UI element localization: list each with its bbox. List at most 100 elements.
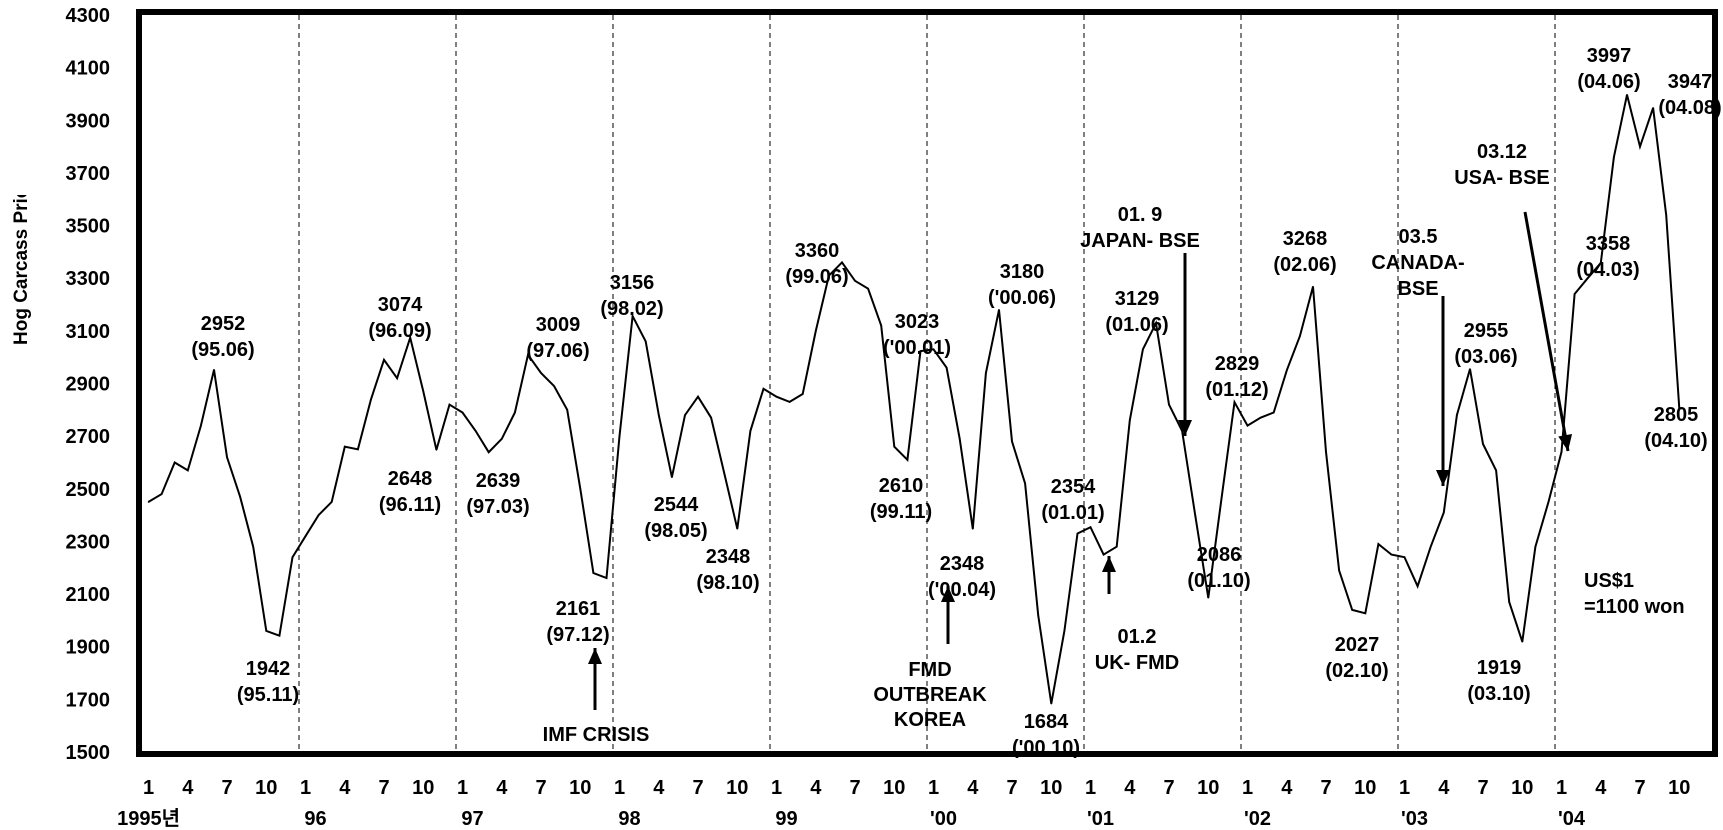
y-ticks: 4300 4100 3900 3700 3500 3300 3100 2900 2700 2500…	[66, 5, 111, 764]
data-point	[448, 403, 451, 406]
annotation-line: 3360	[795, 240, 840, 262]
data-point	[971, 527, 974, 530]
y-tick-label: 4100	[66, 58, 111, 80]
annotation-line: 2648	[388, 468, 433, 490]
event-arrows	[588, 211, 1573, 710]
y-tick-label: 4300	[66, 5, 111, 27]
annotation: 2648 (96.11)	[379, 468, 441, 516]
y-tick-label: 3900	[66, 110, 111, 132]
x-tick-label: 10	[1511, 777, 1533, 799]
data-point	[1364, 612, 1367, 615]
data-point	[1390, 553, 1393, 556]
data-point	[1089, 526, 1092, 529]
annotation-line: 2348	[940, 553, 985, 575]
annotation: 3947 (04.08)	[1658, 71, 1721, 119]
data-point	[527, 354, 529, 356]
data-point	[1482, 443, 1484, 445]
x-tick-label: 1	[928, 777, 939, 799]
annotation-line: (99.11)	[870, 501, 932, 523]
annotation-line: 3268	[1283, 228, 1328, 250]
data-point	[1259, 416, 1262, 419]
data-point	[370, 398, 372, 401]
annotation-line: 2805	[1654, 404, 1699, 426]
year-label: '01	[1087, 808, 1114, 830]
data-point	[553, 385, 555, 387]
data-point	[1521, 640, 1524, 643]
x-tick-label: 10	[883, 777, 905, 799]
data-point	[1063, 630, 1066, 632]
data-point	[736, 527, 739, 530]
data-point	[814, 330, 817, 332]
y-tick-label: 1900	[66, 637, 111, 659]
data-point	[1312, 285, 1314, 288]
annotation-line: (03.10)	[1467, 683, 1530, 705]
annotation-line: (95.06)	[191, 339, 254, 361]
annotation: 2348 (98.10)	[696, 546, 759, 594]
annotation: 2027 (02.10)	[1325, 634, 1388, 682]
annotation-line: 3023	[895, 311, 940, 333]
x-tick-label: 7	[1477, 777, 1488, 799]
annotation-line: (02.06)	[1273, 254, 1336, 276]
data-point	[160, 493, 163, 495]
data-point	[1246, 424, 1249, 427]
x-tick-label: 7	[221, 777, 232, 799]
data-point	[1050, 702, 1053, 705]
data-point	[932, 348, 935, 351]
data-point	[474, 430, 477, 432]
data-point	[1547, 501, 1550, 503]
data-point	[1285, 369, 1288, 372]
annotation-line: =1100 won	[1584, 596, 1685, 618]
annotation-line: 3947	[1668, 71, 1713, 93]
annotation-line: JAPAN- BSE	[1080, 230, 1200, 252]
data-point	[1678, 407, 1681, 410]
japan-bse-arrow	[1178, 253, 1192, 436]
data-point	[906, 459, 909, 461]
data-point	[1024, 482, 1026, 485]
annotation-line: 2161	[556, 598, 601, 620]
plot-frame	[136, 9, 1718, 757]
annotation: 2829 (01.12)	[1205, 353, 1268, 401]
data-point	[958, 437, 961, 440]
data-point	[854, 280, 856, 282]
data-point	[1181, 430, 1183, 432]
data-point	[631, 315, 634, 317]
x-tick-label: 4	[1281, 777, 1293, 799]
annotation: 03.12 USA- BSE	[1454, 141, 1550, 189]
data-point	[710, 416, 712, 419]
series-line	[147, 94, 1681, 704]
annotation-line: CANADA-	[1371, 252, 1464, 274]
data-point	[618, 435, 621, 437]
data-point	[867, 287, 869, 290]
annotation-line: IMF CRISIS	[543, 724, 650, 746]
annotation-line: (04.10)	[1644, 430, 1707, 452]
annotation-line: BSE	[1397, 278, 1438, 300]
year-label: '02	[1244, 808, 1271, 830]
data-point	[828, 274, 830, 277]
annotation: 2952 (95.06)	[191, 313, 254, 361]
data-point	[1665, 214, 1668, 216]
annotation: US$1 =1100 won	[1584, 570, 1685, 618]
x-tick-label: 4	[810, 777, 822, 799]
data-point	[213, 369, 215, 371]
annotation-line: (01.01)	[1041, 502, 1104, 524]
annotation: 1919 (03.10)	[1467, 657, 1530, 705]
annotation: 2348 ('00.04)	[928, 553, 996, 601]
data-point	[644, 340, 647, 343]
annotation-line: (98.10)	[696, 572, 759, 594]
x-tick-label: 10	[1668, 777, 1690, 799]
y-tick-label: 3100	[66, 321, 111, 343]
data-point	[330, 501, 333, 503]
x-tick-label: 10	[726, 777, 748, 799]
data-point	[1272, 411, 1275, 414]
annotation-line: 2610	[879, 475, 924, 497]
annotation-line: FMD	[908, 659, 951, 681]
annotation-line: 2829	[1215, 353, 1260, 375]
data-point	[1102, 553, 1105, 556]
annotation-line: 3997	[1587, 45, 1632, 67]
x-tick-label: 4	[339, 777, 351, 799]
annotation-line: KOREA	[894, 709, 966, 731]
x-ticks: 1 4 7 10 1 4 7 10 1 4 7 10 1 4 7 10 1 4 7 10 1 4 7 10 1 4 7 10 1 4 7 10…	[143, 777, 1690, 799]
imf-crisis-arrow	[588, 648, 602, 710]
data-point	[1508, 601, 1511, 603]
